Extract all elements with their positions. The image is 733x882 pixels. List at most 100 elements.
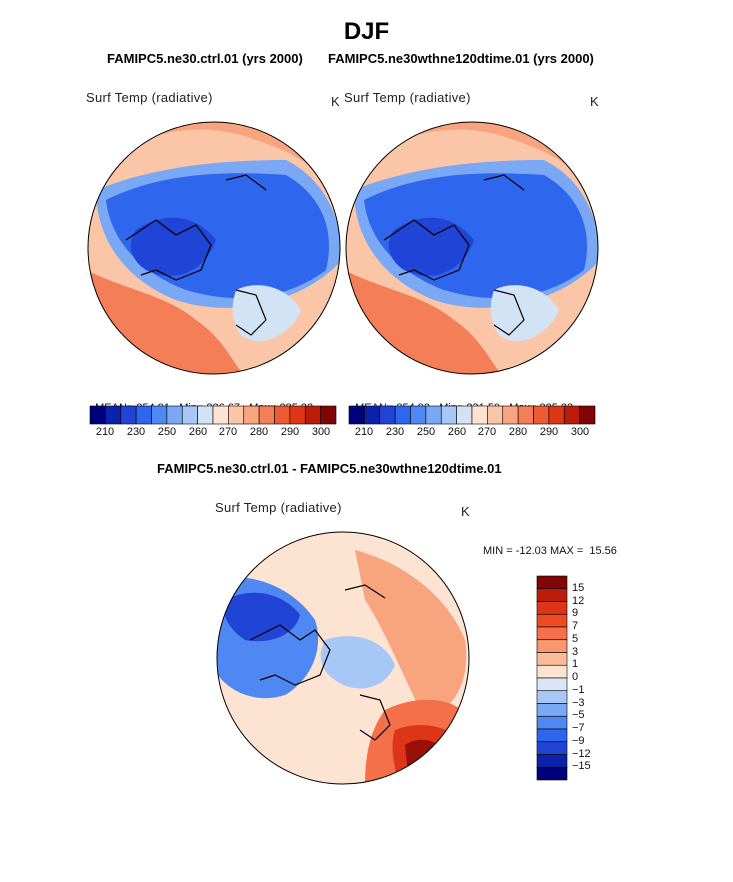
map-siberia-cold (490, 285, 559, 341)
cbar-tick: 260 (447, 426, 467, 438)
cbar-level: −3 (572, 696, 585, 709)
cbar-level: 12 (572, 594, 585, 607)
colorbar-swatch (536, 575, 568, 590)
colorbar-swatch (135, 405, 152, 425)
colorbar-swatch (151, 405, 168, 425)
coastline (125, 174, 267, 336)
colorbar-swatch (536, 766, 568, 781)
colorbar-swatch (440, 405, 457, 425)
colorbar-swatch (212, 405, 229, 425)
colorbar-swatch (120, 405, 137, 425)
panel2-colorbar-ticks: 210 230 250 260 270 280 290 300 (349, 426, 595, 440)
colorbar-swatch (536, 664, 568, 679)
colorbar-swatch (379, 405, 396, 425)
diff-colorbar-labels: 15 12 9 7 5 3 1 0 −1 −3 −5 −7 −9 −12 −15 (572, 576, 612, 780)
cbar-tick: 250 (416, 426, 436, 438)
panel2-subtitle: FAMIPC5.ne30wthne120dtime.01 (yrs 2000) (328, 51, 594, 66)
colorbar-swatch (89, 405, 106, 425)
coastline (249, 584, 391, 741)
colorbar-swatch (487, 405, 504, 425)
diff-colorbar (536, 575, 568, 781)
colorbar-swatch (228, 405, 245, 425)
cbar-tick: 280 (508, 426, 528, 438)
colorbar-swatch (471, 405, 488, 425)
map-deep-cold (223, 592, 300, 642)
panel2-colorbar (348, 405, 596, 425)
colorbar-swatch (320, 405, 337, 425)
colorbar-swatch (536, 715, 568, 730)
colorbar-swatch (536, 754, 568, 768)
cbar-level: −12 (572, 747, 591, 760)
cbar-level: −9 (572, 734, 585, 747)
colorbar-swatch (536, 588, 568, 602)
cbar-level: −5 (572, 709, 585, 722)
colorbar-swatch (181, 405, 198, 425)
cbar-tick: 290 (280, 426, 300, 438)
cbar-level: −15 (572, 760, 591, 773)
colorbar-swatch (536, 703, 568, 717)
cbar-level: 9 (572, 607, 579, 620)
cbar-level: 5 (572, 632, 579, 645)
colorbar-swatch (536, 741, 568, 755)
map-hot-core (405, 739, 445, 771)
colorbar-swatch (517, 405, 534, 425)
map-warm-east (355, 550, 467, 720)
panel1-colorbar (89, 405, 337, 425)
diff-minmax: MIN = -12.03 MAX = 15.56 (483, 545, 617, 557)
colorbar-swatch (536, 601, 568, 615)
panel1-subtitle: FAMIPC5.ne30.ctrl.01 (yrs 2000) (107, 51, 303, 66)
map-siberia-cold (232, 285, 301, 341)
diff-units: K (461, 504, 470, 519)
panel2-field-label: Surf Temp (radiative) (344, 90, 471, 105)
colorbar-swatch (425, 405, 442, 425)
diff-field-label: Surf Temp (radiative) (215, 500, 342, 515)
panel1-field-label: Surf Temp (radiative) (86, 90, 213, 105)
colorbar-swatch (364, 405, 381, 425)
cbar-tick: 270 (218, 426, 238, 438)
colorbar-swatch (258, 405, 275, 425)
cbar-tick: 230 (385, 426, 405, 438)
cbar-tick: 250 (157, 426, 177, 438)
cbar-level: 15 (572, 581, 585, 594)
colorbar-swatch (456, 405, 473, 425)
cbar-tick: 210 (354, 426, 374, 438)
cbar-tick: 230 (126, 426, 146, 438)
colorbar-swatch (548, 405, 565, 425)
cbar-level: 3 (572, 645, 579, 658)
cbar-level: −7 (572, 722, 585, 734)
colorbar-swatch (579, 405, 596, 425)
diff-polar-map (216, 531, 470, 785)
cbar-level: 1 (572, 658, 579, 671)
colorbar-swatch (197, 405, 214, 425)
colorbar-swatch (536, 613, 568, 628)
colorbar-swatch (502, 405, 519, 425)
map-deep-ice (130, 217, 216, 276)
diff-subtitle: FAMIPC5.ne30.ctrl.01 - FAMIPC5.ne30wthne… (157, 461, 502, 476)
panel2-polar-map (345, 121, 599, 375)
colorbar-swatch (410, 405, 427, 425)
cbar-level: 0 (572, 671, 579, 683)
panel2-units: K (590, 94, 599, 109)
colorbar-swatch (304, 405, 321, 425)
panel1-polar-map (87, 121, 341, 375)
cbar-tick: 300 (570, 426, 590, 438)
colorbar-swatch (536, 690, 568, 704)
colorbar-swatch (563, 405, 580, 425)
cbar-tick: 280 (249, 426, 269, 438)
cbar-tick: 300 (311, 426, 331, 438)
colorbar-swatch (536, 652, 568, 666)
colorbar-swatch (105, 405, 122, 425)
colorbar-swatch (274, 405, 291, 425)
panel1-units: K (331, 94, 340, 109)
cbar-level: 7 (572, 620, 579, 632)
cbar-level: −1 (572, 683, 585, 696)
colorbar-swatch (243, 405, 260, 425)
map-deep-ice (388, 217, 474, 276)
page-title: DJF (343, 18, 390, 45)
colorbar-swatch (536, 639, 568, 653)
coastline (383, 174, 525, 336)
cbar-tick: 260 (188, 426, 208, 438)
map-cold-center (320, 636, 395, 689)
colorbar-swatch (536, 728, 568, 743)
colorbar-swatch (348, 405, 365, 425)
